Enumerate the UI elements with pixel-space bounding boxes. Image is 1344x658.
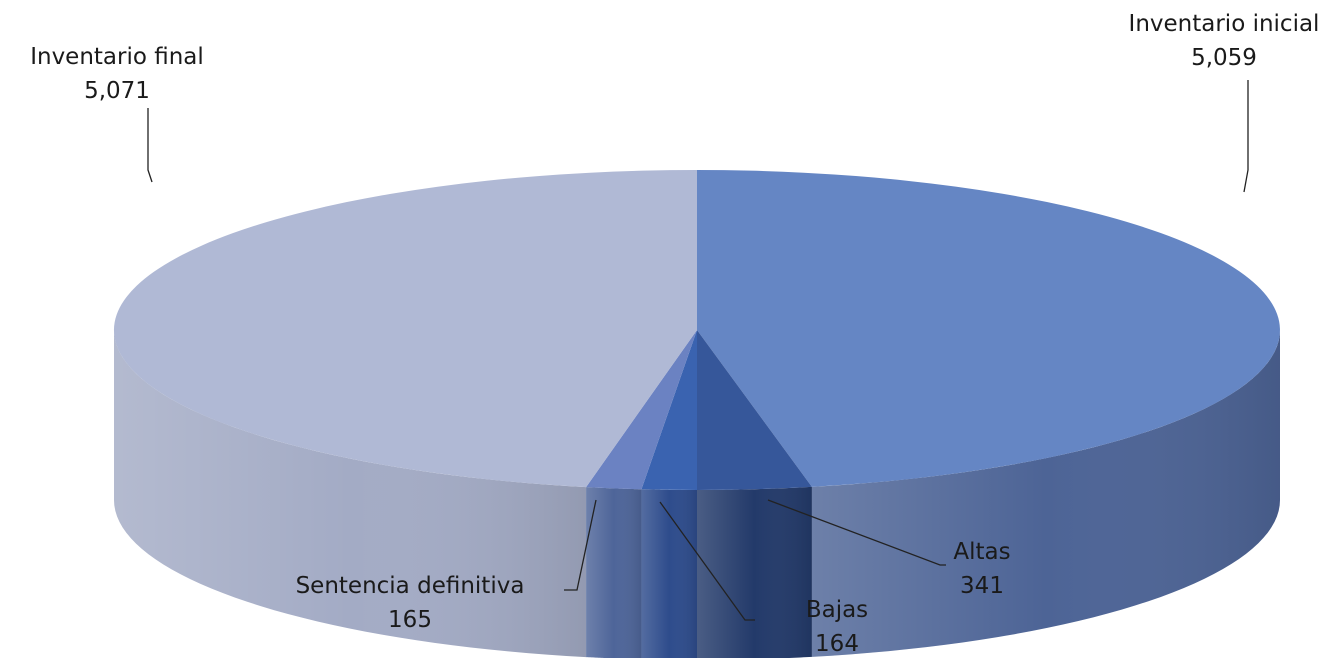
value-altas: 341	[960, 573, 1004, 599]
pie-top-faces	[114, 170, 1280, 490]
label-bajas: Bajas	[806, 597, 868, 623]
value-bajas: 164	[815, 631, 859, 657]
leader-line-inventario-inicial	[1244, 80, 1248, 192]
pie-side-shade-sentencia-definitiva	[586, 487, 641, 658]
label-altas: Altas	[953, 539, 1010, 565]
value-sentencia-definitiva: 165	[388, 607, 432, 633]
pie-side-shade-altas	[697, 487, 812, 658]
leader-line-inventario-final	[148, 108, 152, 182]
label-inventario-final: Inventario final	[30, 44, 204, 70]
value-inventario-final: 5,071	[84, 78, 150, 104]
label-inventario-inicial: Inventario inicial	[1129, 11, 1320, 37]
label-sentencia-definitiva: Sentencia definitiva	[296, 573, 525, 599]
value-inventario-inicial: 5,059	[1191, 45, 1257, 71]
